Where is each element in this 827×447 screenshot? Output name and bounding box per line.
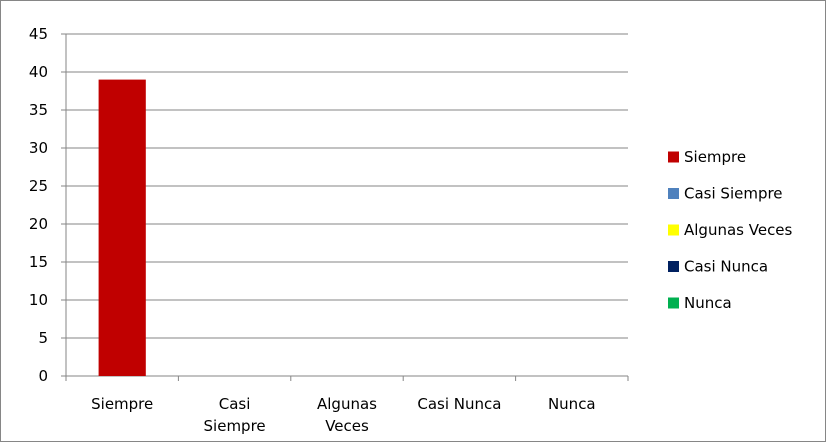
legend-label: Casi Siempre <box>684 185 783 203</box>
legend-swatch <box>668 224 679 236</box>
x-axis-category-labels: Siempre Casi Siempre Algunas Veces Casi Nunca… <box>91 395 596 435</box>
y-axis-tick-labels: 0 5 10 15 20 25 30 35 40 45 <box>29 25 48 385</box>
y-tick-label: 35 <box>29 101 48 119</box>
y-tick-label: 25 <box>29 177 48 195</box>
legend-label: Algunas Veces <box>684 221 793 239</box>
y-tick-label: 15 <box>29 253 48 271</box>
legend-swatch <box>668 151 679 163</box>
x-category-label: Casi Nunca <box>417 395 501 413</box>
y-tick-label: 45 <box>29 25 48 43</box>
y-tick-label: 40 <box>29 63 48 81</box>
x-category-label: Siempre <box>91 395 153 413</box>
y-tick-label: 0 <box>38 367 48 385</box>
legend-swatch <box>668 297 679 309</box>
x-category-label: Casi Siempre <box>204 395 266 435</box>
y-tick-label: 5 <box>38 329 48 347</box>
y-tick-label: 30 <box>29 139 48 157</box>
y-tick-label: 10 <box>29 291 48 309</box>
y-tick-label: 20 <box>29 215 48 233</box>
legend-swatch <box>668 188 679 199</box>
x-category-label: Nunca <box>548 395 596 413</box>
bars <box>98 79 146 376</box>
legend: Siempre Casi Siempre Algunas Veces Casi Nun… <box>668 148 793 312</box>
legend-label: Siempre <box>684 148 746 166</box>
x-category-label: Algunas Veces <box>317 395 377 435</box>
axes <box>61 33 629 381</box>
legend-swatch <box>668 261 679 272</box>
legend-label: Nunca <box>684 294 732 312</box>
gridlines <box>66 33 628 339</box>
legend-label: Casi Nunca <box>684 258 768 276</box>
bar <box>98 79 146 376</box>
